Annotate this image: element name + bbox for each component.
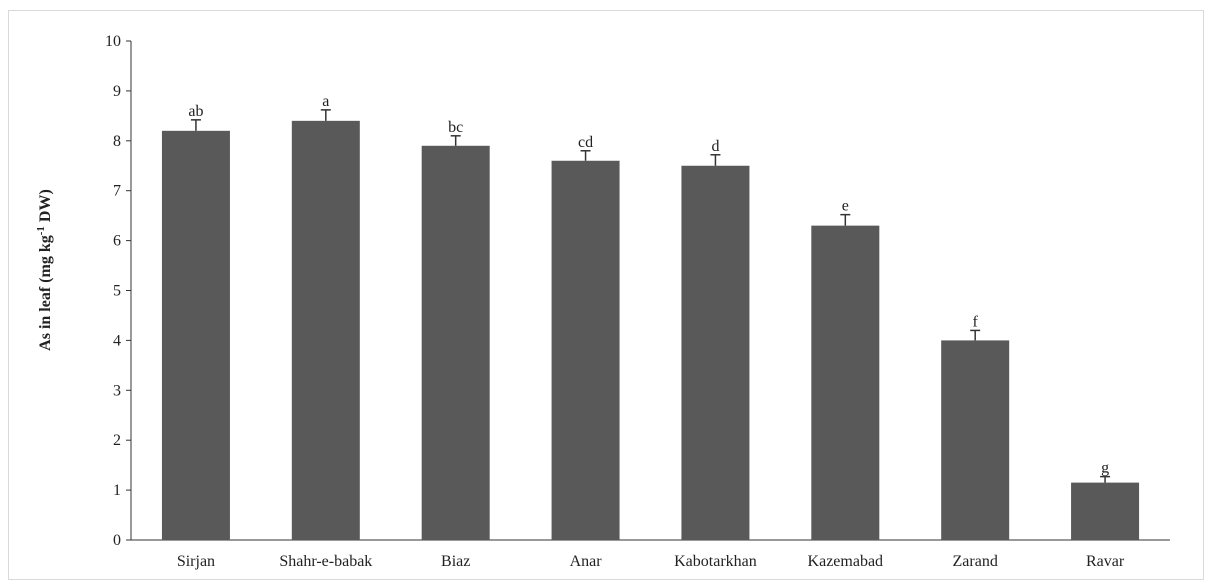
- bar: [681, 165, 750, 540]
- bar: [291, 120, 360, 540]
- bar: [421, 145, 490, 541]
- y-tick-label: 1: [113, 482, 121, 499]
- data-label: f: [973, 313, 979, 330]
- data-label: e: [842, 198, 849, 215]
- data-label: a: [322, 93, 329, 110]
- y-tick-label: 7: [113, 183, 121, 200]
- y-tick-label: 9: [113, 83, 121, 100]
- x-tick-label: Biaz: [441, 553, 470, 570]
- y-axis-title-superscript: -1: [35, 226, 47, 235]
- data-label: cd: [578, 134, 593, 151]
- y-tick-label: 10: [105, 33, 121, 50]
- y-tick-label: 8: [113, 133, 121, 150]
- x-tick-label: Ravar: [1086, 553, 1125, 570]
- data-label: ab: [188, 103, 203, 120]
- bar: [1071, 482, 1140, 540]
- y-axis-title: As in leaf (mg kg-1 DW): [35, 189, 54, 351]
- data-label: bc: [448, 119, 463, 136]
- x-tick-label: Kazemabad: [808, 553, 884, 570]
- y-tick-label: 0: [113, 532, 121, 549]
- bar: [811, 225, 880, 540]
- y-tick-label: 4: [113, 332, 121, 349]
- bar: [161, 130, 230, 540]
- x-tick-label: Anar: [570, 553, 603, 570]
- bar: [551, 160, 620, 540]
- y-tick-label: 5: [113, 283, 121, 300]
- plot-area: 0 1 2 3 4 5 6 7 8 9 10 ab Sirjan a Shahr-e-babak bc Biaz…: [105, 33, 1170, 570]
- x-tick-label: Kabotarkhan: [674, 553, 757, 570]
- x-tick-label: Sirjan: [177, 553, 215, 570]
- y-tick-label: 3: [113, 382, 121, 399]
- x-tick-label: Zarand: [953, 553, 998, 570]
- bar: [941, 340, 1010, 540]
- y-tick-label: 2: [113, 432, 121, 449]
- y-tick-label: 6: [113, 233, 121, 250]
- data-label: d: [711, 138, 719, 155]
- x-tick-label: Shahr-e-babak: [279, 553, 372, 570]
- data-label: g: [1101, 460, 1109, 477]
